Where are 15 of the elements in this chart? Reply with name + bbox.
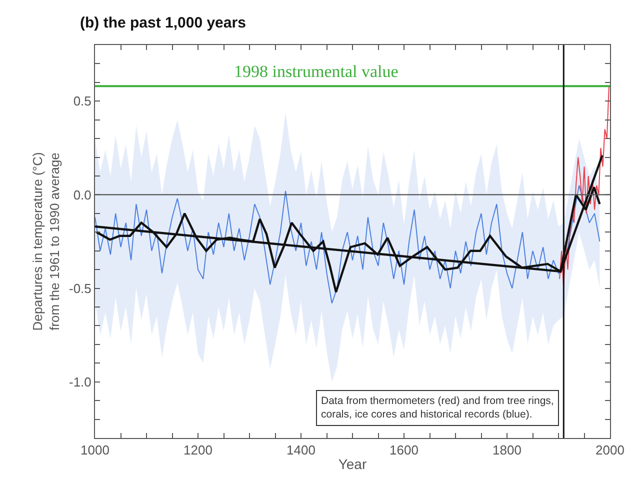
x-tick-label: 1600: [390, 442, 418, 458]
y-tick-label: -1.0: [68, 374, 92, 390]
x-tick-label: 1000: [80, 442, 110, 458]
x-tick-label: 2000: [596, 442, 624, 458]
y-tick-label: -0.5: [68, 280, 92, 296]
annotation: Data from thermometers (red) and from tree rings, corals, ice cores and historical records (blue).: [321, 395, 554, 421]
y-axis-title: Departures in temperature (°C) from the 1961 to 1990 average: [30, 152, 62, 331]
ref-line-label: 1998 instrumental value: [234, 62, 398, 81]
x-tick-label: 1400: [286, 442, 316, 458]
x-axis-title: Year: [338, 456, 367, 472]
x-tick-label: 1200: [184, 442, 212, 458]
y-tick-label: 0.0: [73, 187, 92, 202]
y-tick-label: 0.5: [73, 94, 92, 109]
x-tick-label: 1800: [492, 442, 522, 458]
chart-title: (b) the past 1,000 years: [80, 14, 246, 32]
